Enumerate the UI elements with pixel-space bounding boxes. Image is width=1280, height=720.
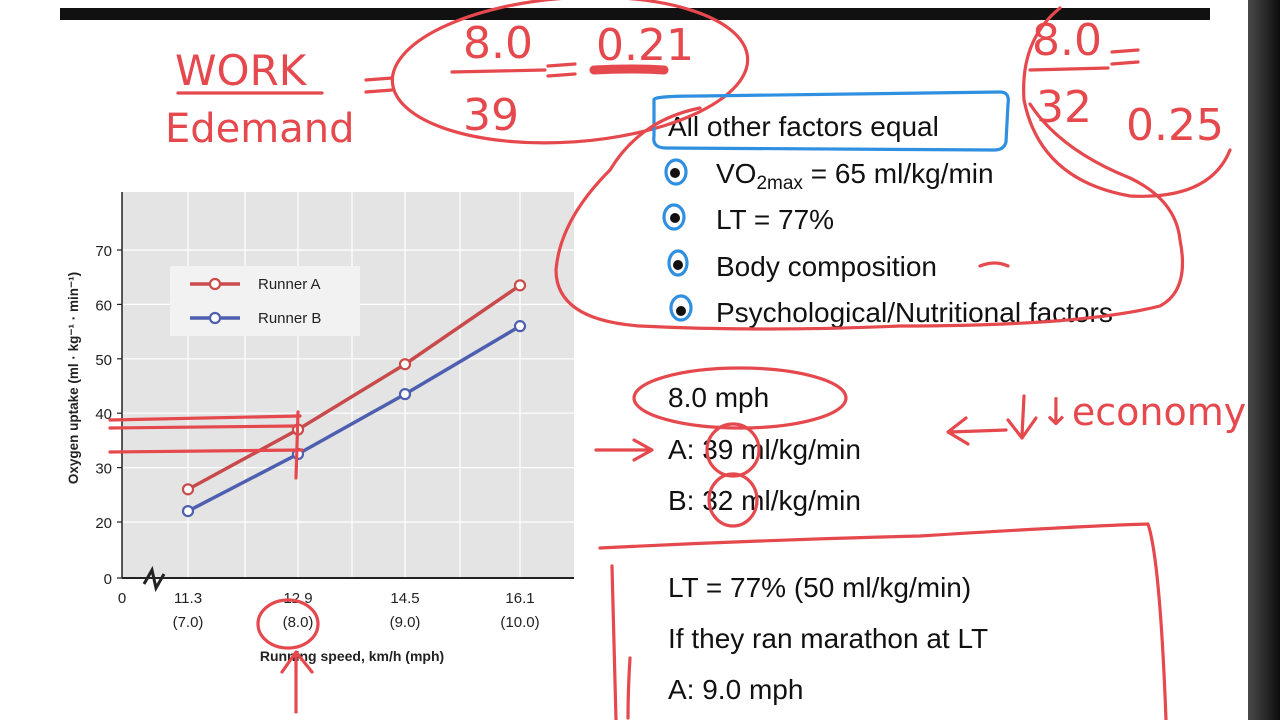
chart-x-origin-label: 0 [118, 590, 126, 607]
ink-eq2-numerator: 8.0 [1032, 15, 1102, 66]
ink-equals [364, 76, 394, 94]
speed-heading: 8.0 mph [668, 382, 770, 413]
factor-vo2max-post: = 65 ml/kg/min [802, 158, 994, 189]
runner-b-uptake: B: 32 ml/kg/min [668, 487, 861, 515]
ink-arrow-left [946, 416, 1008, 446]
window-edge [1248, 0, 1280, 720]
chart-y-tick-label: 20 [95, 515, 112, 532]
chart-x-tick-label-mph: (8.0) [283, 614, 314, 631]
chart-data-point [398, 358, 412, 371]
chart-legend-label: Runner B [258, 310, 321, 327]
chart-series-line [187, 324, 521, 513]
ink-down-arrow [1006, 394, 1038, 440]
chart-data-point [181, 483, 195, 496]
bullet-dot [670, 168, 680, 178]
chart-legend-label: Runner A [258, 276, 321, 293]
runner-b-label: B: [668, 485, 703, 516]
ink-eq1-denominator: 39 [463, 90, 519, 141]
bullet-dot [673, 260, 683, 270]
chart-x-tick-label-mph: (7.0) [173, 614, 204, 631]
chart-data-point [513, 320, 527, 333]
ink-box-marathon-left [610, 564, 618, 720]
ink-arrow-right [594, 438, 654, 462]
oxygen-uptake-chart: 0 20 30 40 50 60 70 Oxygen uptake (ml · kg⁻¹ · … [66, 192, 574, 664]
chart-legend-box [170, 266, 360, 336]
bullet-dot [676, 306, 686, 316]
chart-x-axis-title: Running speed, km/h (mph) [260, 648, 444, 664]
factor-vo2max-sub: 2max [756, 173, 803, 194]
factor-body-composition: Body composition [716, 251, 938, 282]
chart-data-point [291, 447, 305, 461]
chart-x-tick-label: 11.3 [174, 590, 202, 607]
marathon-line: If they ran marathon at LT [668, 623, 989, 654]
chart-y-tick-label: 0 [104, 571, 112, 588]
title-strip [60, 8, 1210, 20]
runner-a-value: 39 [702, 434, 734, 465]
chart-legend-marker [208, 311, 222, 325]
ink-eq2-result: 0.25 [1126, 100, 1224, 151]
chart-x-tick-label: 12.9 [283, 590, 312, 607]
factor-lt: LT = 77% [716, 204, 835, 235]
runner-b-unit: ml/kg/min [733, 485, 861, 516]
factor-psych-nutrition: Psychological/Nutritional factors [716, 297, 1113, 328]
chart-series-line [187, 283, 521, 491]
ink-fraction-bar [450, 68, 547, 74]
bullet-dot [670, 213, 680, 223]
chart-x-tick-label-mph: (9.0) [390, 614, 421, 631]
chart-y-tick-label: 60 [95, 297, 112, 314]
chart-data-point [398, 388, 412, 401]
factor-vo2max: VO2max = 65 ml/kg/min [716, 158, 994, 194]
ink-equals [1110, 48, 1140, 66]
runner-a-unit: ml/kg/min [733, 434, 861, 465]
ink-eq2-denominator: 32 [1036, 82, 1092, 133]
ink-fraction-bar [1028, 66, 1110, 72]
ink-equals [546, 62, 577, 78]
ink-eq1-result: 0.21 [596, 20, 694, 71]
factors-heading: All other factors equal [668, 111, 939, 142]
factor-vo2max-pre: VO [716, 158, 757, 189]
ink-eq1-numerator: 8.0 [463, 18, 533, 69]
runner-b-value: 32 [702, 485, 734, 516]
ink-underline [589, 64, 669, 75]
ink-work: WORK [175, 46, 308, 95]
chart-y-tick-label: 30 [95, 461, 112, 478]
ink-circle-equation-2 [1022, 6, 1232, 198]
chart-data-point [291, 423, 305, 436]
chart-y-tick-label: 70 [95, 243, 112, 260]
chart-x-tick-label-mph: (10.0) [500, 614, 539, 631]
ink-dash [978, 261, 1010, 268]
slide-canvas: 0 20 30 40 50 60 70 Oxygen uptake (ml · kg⁻¹ · … [0, 0, 1248, 720]
chart-data-point [513, 279, 527, 292]
ink-box-stroke [626, 656, 632, 720]
chart-data-point [181, 505, 195, 518]
chart-axis-break [142, 565, 166, 593]
chart-y-axis-title: Oxygen uptake (ml · kg⁻¹ · min⁻¹) [66, 272, 81, 484]
chart-y-tick-label: 40 [95, 406, 112, 423]
chart-plot-area [122, 192, 574, 578]
chart-x-tick-label: 14.5 [390, 590, 419, 607]
runner-a-marathon: A: 9.0 mph [668, 674, 804, 705]
chart-legend-marker [208, 277, 222, 291]
runner-a-uptake: A: 39 ml/kg/min [668, 436, 861, 464]
chart-y-tick-label: 50 [95, 352, 112, 369]
ink-edemand: Edemand [165, 106, 355, 152]
ink-economy: ↓economy [1040, 390, 1246, 434]
chart-x-tick-label: 16.1 [505, 590, 534, 607]
lt-line: LT = 77% (50 ml/kg/min) [668, 572, 972, 603]
runner-a-label: A: [668, 434, 703, 465]
